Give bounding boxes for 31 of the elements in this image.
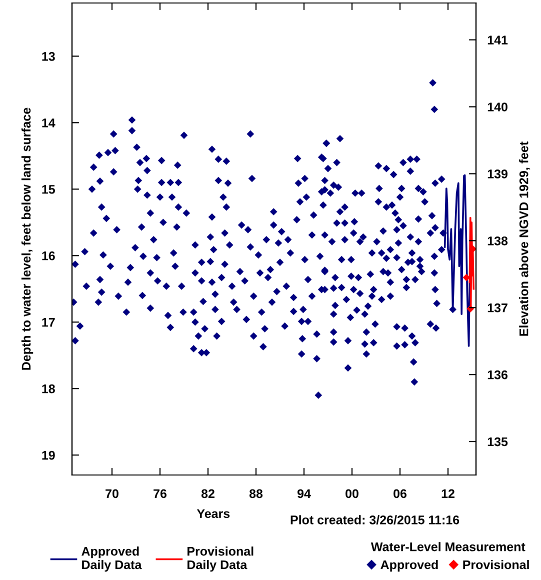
x-tick-label: 94 bbox=[297, 489, 311, 498]
y2-tick-label: 140 bbox=[488, 102, 508, 112]
y2-tick-label: 141 bbox=[488, 36, 508, 44]
y-tick-label: 19 bbox=[42, 450, 55, 460]
x-tick-label: 82 bbox=[201, 489, 214, 498]
x-tick-label: 00 bbox=[346, 489, 358, 498]
legend-label: Provisional Daily Data bbox=[188, 546, 254, 572]
y-tick-label: 14 bbox=[42, 118, 56, 128]
y2-tick-label: 139 bbox=[488, 170, 508, 178]
legend-label: Approved bbox=[380, 560, 438, 572]
y-tick-label: 16 bbox=[42, 251, 55, 260]
y-tick-label: 15 bbox=[42, 185, 55, 194]
y2-tick-label: 138 bbox=[488, 236, 508, 246]
y-axis-title: Depth to water level, feet below land surface bbox=[21, 108, 34, 370]
legend-title: Water-Level Measurement bbox=[370, 542, 526, 552]
x-tick-label: 70 bbox=[106, 489, 118, 498]
y2-tick-label: 137 bbox=[488, 303, 508, 312]
y2-tick-label: 135 bbox=[488, 437, 508, 446]
y-tick-label: 17 bbox=[42, 318, 55, 327]
y-tick-label: 13 bbox=[42, 52, 55, 61]
y-tick-label: 18 bbox=[42, 384, 55, 394]
x-tick-label: 06 bbox=[394, 489, 406, 498]
y2-axis-title: Elevation above NGVD 1929, feet bbox=[519, 142, 530, 336]
x-tick-label: 76 bbox=[154, 489, 166, 498]
x-axis-title: Years bbox=[196, 509, 230, 518]
text: Plot created: 3/26/2015 11:16 bbox=[290, 515, 460, 524]
x-tick-label: 12 bbox=[442, 489, 454, 498]
y2-tick-label: 136 bbox=[488, 370, 508, 380]
legend-label: Approved Daily Data bbox=[82, 546, 142, 572]
x-tick-label: 88 bbox=[249, 489, 263, 498]
legend-label: Provisional bbox=[463, 560, 529, 570]
